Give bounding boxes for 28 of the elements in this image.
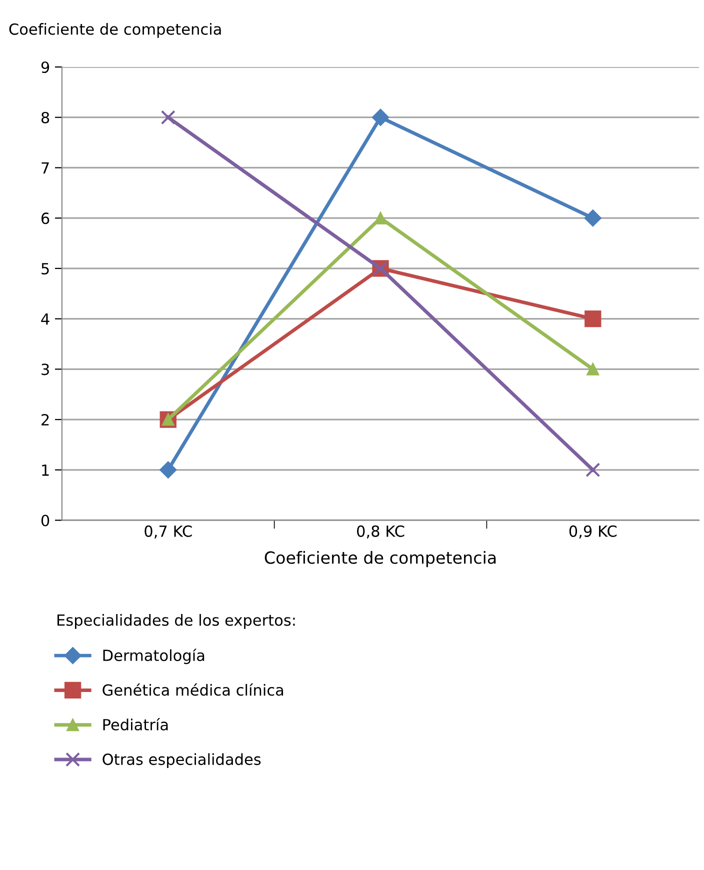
y-tick-label: 9	[41, 61, 50, 74]
y-tick-label: 6	[41, 212, 50, 224]
y-tick-label: 4	[41, 313, 50, 325]
point	[374, 212, 387, 224]
point	[586, 362, 600, 376]
y-tick-label: 8	[41, 112, 50, 124]
x-tick-label: 0,9 KC	[569, 525, 617, 539]
y-tick-label: 1	[42, 464, 49, 476]
point	[160, 110, 176, 125]
legend-label: Genética médica clínica	[102, 683, 284, 696]
point	[586, 462, 600, 478]
x-tick-label: 0,7 KC	[144, 525, 192, 539]
point	[160, 461, 177, 478]
legend-label: Dermatología	[103, 648, 204, 664]
y-tick-label: 5	[42, 263, 49, 274]
legend-title: Especialidades de los expertos:	[57, 614, 295, 629]
x-tick-label: 0,8 KC	[357, 525, 404, 539]
y-tick-label: 0	[41, 514, 50, 526]
y-tick-label: 3	[42, 364, 49, 376]
point	[584, 310, 602, 328]
x-axis-title: Coeficiente de competencia	[264, 551, 496, 568]
y-tick-label: 7	[42, 162, 49, 174]
y-tick-label: 2	[42, 414, 49, 426]
point	[584, 210, 602, 227]
legend-label: Pediatría	[103, 718, 168, 730]
legend-label: Otras especialidades	[102, 753, 261, 768]
y-axis-title: Coeficiente de competencia	[9, 23, 221, 38]
point	[372, 108, 390, 126]
